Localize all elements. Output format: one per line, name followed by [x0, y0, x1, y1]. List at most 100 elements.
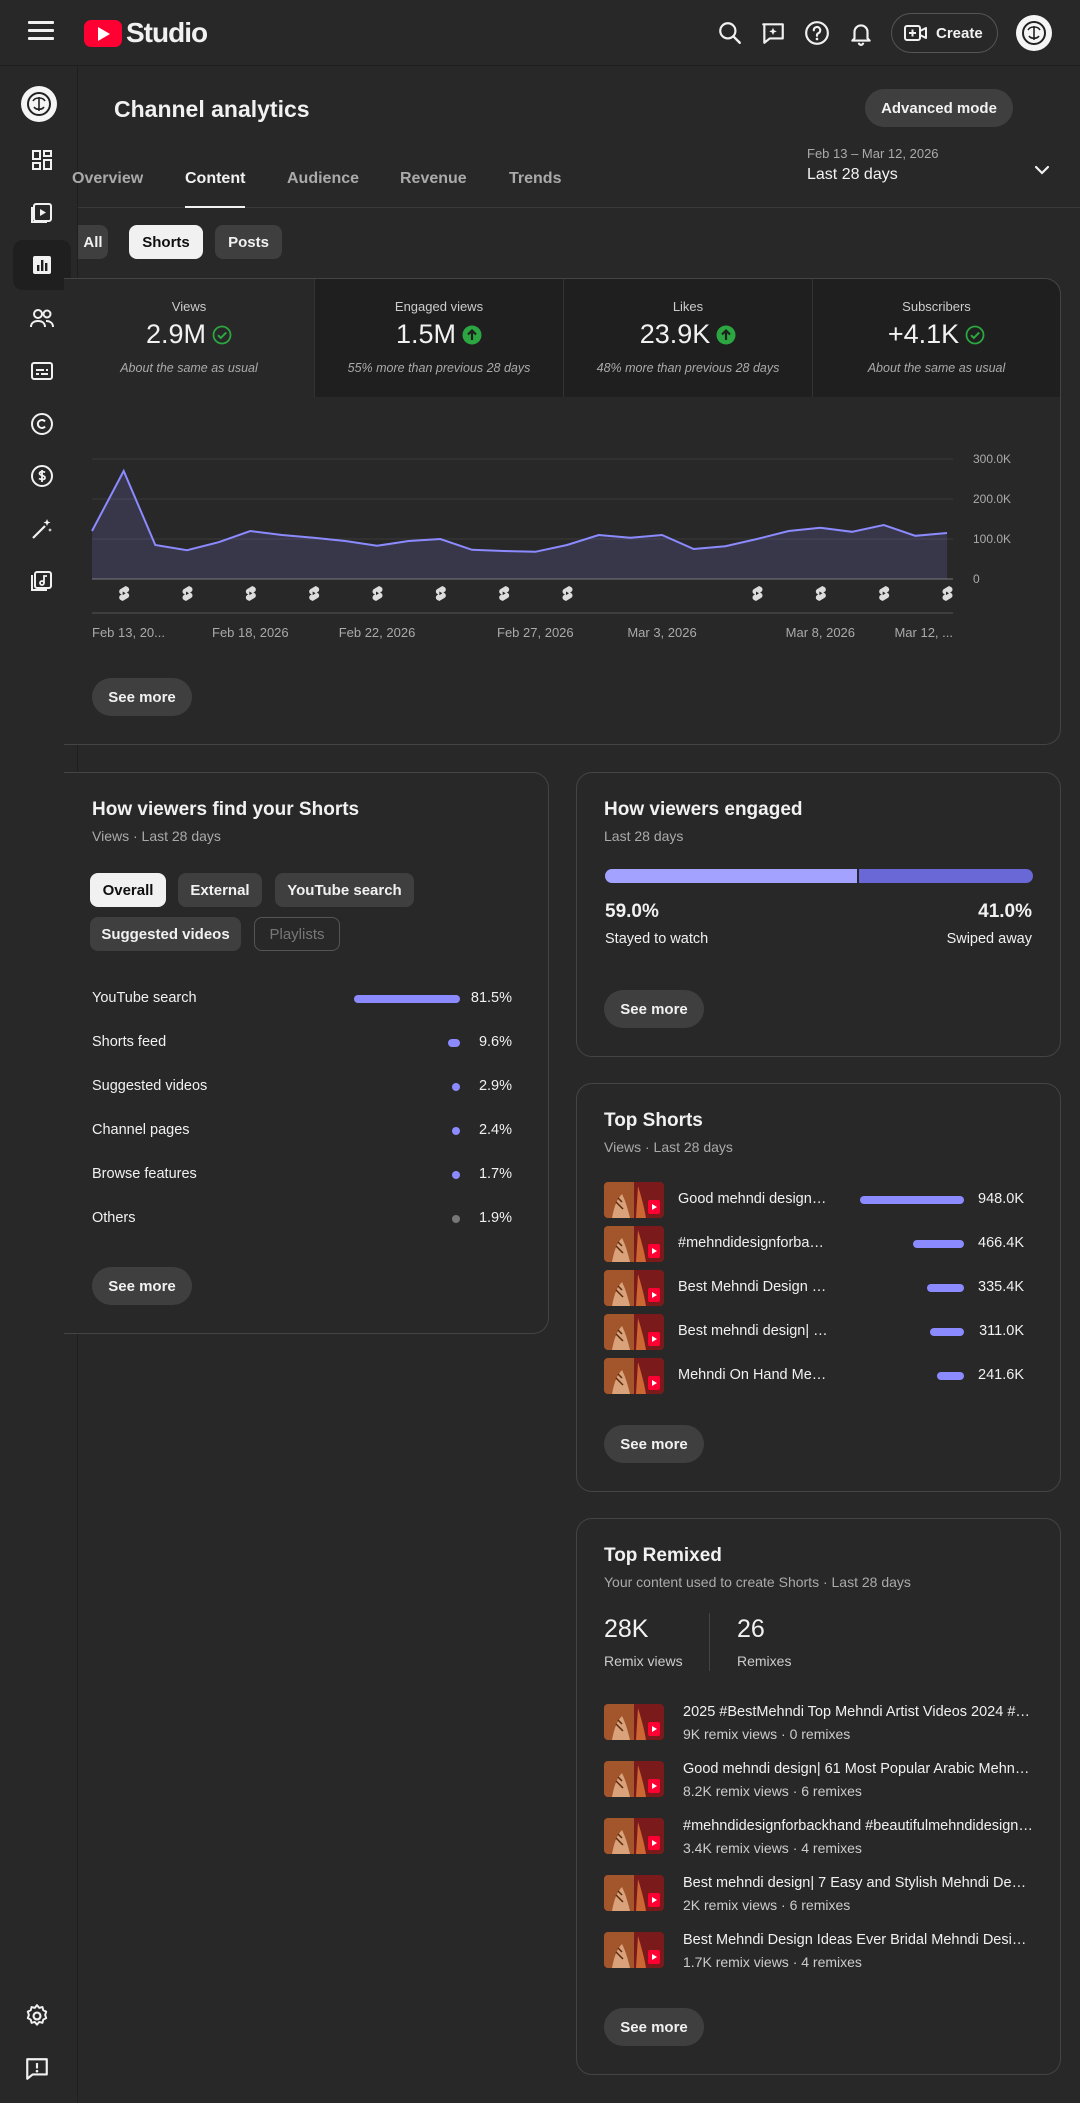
see-more-button[interactable]: See more — [92, 1267, 192, 1305]
audio-library-icon — [31, 571, 52, 591]
shorts-upload-marker-icon[interactable] — [182, 586, 193, 601]
send-feedback-icon[interactable] — [24, 2056, 54, 2086]
shorts-upload-marker-icon[interactable] — [372, 586, 383, 601]
video-thumbnail[interactable] — [604, 1875, 664, 1911]
shorts-upload-marker-icon[interactable] — [499, 586, 510, 601]
account-avatar[interactable] — [1016, 15, 1052, 51]
shorts-upload-marker-icon[interactable] — [942, 586, 953, 601]
shorts-upload-marker-icon[interactable] — [245, 586, 256, 601]
sidebar-item-earn[interactable] — [13, 451, 71, 501]
channel-avatar[interactable] — [21, 86, 57, 122]
date-period-label[interactable]: Last 28 days — [807, 166, 898, 183]
chip-external[interactable]: External — [178, 873, 262, 907]
create-button[interactable]: Create — [891, 13, 998, 53]
video-thumbnail[interactable] — [604, 1182, 664, 1218]
tab-content[interactable]: Content — [185, 170, 246, 208]
short-title[interactable]: Good mehndi design| 61 Most Popular Arab… — [678, 1191, 828, 1207]
sidebar-item-subtitles[interactable] — [13, 346, 71, 396]
tab-overview[interactable]: Overview — [72, 170, 144, 187]
list-item[interactable]: 2025 #BestMehndi Top Mehndi Artist Video… — [604, 1704, 1034, 1748]
shorts-upload-marker-icon[interactable] — [752, 586, 763, 601]
menu-icon[interactable] — [28, 21, 54, 43]
chip-suggested-videos[interactable]: Suggested videos — [90, 917, 241, 951]
list-item[interactable]: YouTube search 81.5% — [92, 990, 512, 1006]
video-thumbnail[interactable] — [604, 1932, 664, 1968]
list-item[interactable]: Best mehndi design| 7 Easy and Stylish M… — [604, 1875, 1034, 1919]
views-series-line[interactable] — [91, 468, 948, 553]
advanced-mode-button[interactable]: Advanced mode — [865, 89, 1013, 127]
shorts-upload-marker-icon[interactable] — [309, 586, 320, 601]
chip-shorts[interactable]: Shorts — [129, 225, 203, 259]
shorts-upload-marker-icon[interactable] — [879, 586, 890, 601]
list-item[interactable]: Browse features 1.7% — [92, 1166, 512, 1182]
short-title[interactable]: Best mehndi design| 7 Easy and Stylish M… — [678, 1323, 828, 1339]
list-item[interactable]: Channel pages 2.4% — [92, 1122, 512, 1138]
shorts-upload-marker-icon[interactable] — [562, 586, 573, 601]
list-item[interactable]: #mehndidesignforbackhand #beautifulmehnd… — [604, 1818, 1034, 1862]
sidebar-item-content[interactable] — [13, 187, 71, 237]
chip-all[interactable]: All — [78, 225, 108, 259]
remix-title[interactable]: 2025 #BestMehndi Top Mehndi Artist Video… — [683, 1704, 1033, 1720]
tab-audience[interactable]: Audience — [287, 170, 360, 187]
list-item[interactable]: Best mehndi design| 7 Easy and Stylish M… — [604, 1314, 1024, 1350]
video-thumbnail[interactable] — [604, 1761, 664, 1797]
remix-title[interactable]: Best mehndi design| 7 Easy and Stylish M… — [683, 1875, 1033, 1891]
see-more-button[interactable]: See more — [604, 2008, 704, 2046]
metric-likes[interactable]: Likes 23.9K 48% more than previous 28 da… — [563, 279, 812, 397]
sidebar-item-community[interactable] — [13, 293, 71, 343]
studio-logo[interactable]: Studio — [84, 16, 208, 50]
list-item[interactable]: Best Mehndi Design Ideas Ever Bridal Meh… — [604, 1932, 1034, 1976]
video-thumbnail[interactable] — [604, 1270, 664, 1306]
shorts-upload-marker-icon[interactable] — [435, 586, 446, 601]
list-item[interactable]: Good mehndi design| 61 Most Popular Arab… — [604, 1761, 1034, 1805]
settings-gear-icon[interactable] — [24, 2003, 54, 2033]
remix-meta: 8.2K remix views · 6 remixes — [683, 1783, 862, 1799]
chip-youtube-search[interactable]: YouTube search — [275, 873, 414, 907]
remix-title[interactable]: Good mehndi design| 61 Most Popular Arab… — [683, 1761, 1033, 1777]
shorts-upload-marker-icon[interactable] — [119, 586, 130, 601]
notifications-bell-icon[interactable] — [846, 18, 876, 48]
short-title[interactable]: Mehndi On Hand Mehndi Design — [678, 1367, 828, 1383]
see-more-button[interactable]: See more — [92, 678, 192, 716]
sidebar-item-dashboard[interactable] — [13, 135, 71, 185]
video-thumbnail[interactable] — [604, 1226, 664, 1262]
video-thumbnail[interactable] — [604, 1358, 664, 1394]
remix-title[interactable]: Best Mehndi Design Ideas Ever Bridal Meh… — [683, 1932, 1033, 1948]
feedback-sparkle-icon[interactable] — [758, 18, 788, 48]
engagement-split-bar[interactable] — [605, 869, 1033, 883]
list-item[interactable]: Suggested videos 2.9% — [92, 1078, 512, 1094]
chip-posts[interactable]: Posts — [215, 225, 282, 259]
views-trend-chart[interactable]: 300.0K 200.0K 100.0K 0 Feb 13, 20... Feb 18, … — [64, 419, 1024, 659]
sidebar-item-analytics[interactable] — [13, 240, 71, 290]
list-item[interactable]: #mehndidesignforbackhand #beautifulmehnd… — [604, 1226, 1024, 1262]
chip-overall[interactable]: Overall — [90, 873, 166, 907]
views-value: 466.4K — [978, 1235, 1024, 1251]
remix-title[interactable]: #mehndidesignforbackhand #beautifulmehnd… — [683, 1818, 1033, 1834]
metric-views[interactable]: Views 2.9M About the same as usual — [64, 279, 314, 397]
date-range[interactable]: Feb 13 – Mar 12, 2026 — [807, 146, 939, 161]
search-icon[interactable] — [715, 18, 745, 48]
short-title[interactable]: #mehndidesignforbackhand #beautifulmehnd… — [678, 1235, 828, 1251]
metric-subscribers[interactable]: Subscribers +4.1K About the same as usua… — [812, 279, 1060, 397]
shorts-upload-marker-icon[interactable] — [815, 586, 826, 601]
list-item[interactable]: Best Mehndi Design Ideas Ever Bridal Meh… — [604, 1270, 1024, 1306]
sidebar-item-audio-library[interactable] — [13, 556, 71, 606]
video-thumbnail[interactable] — [604, 1704, 664, 1740]
sidebar-item-customization[interactable] — [13, 504, 71, 554]
tab-revenue[interactable]: Revenue — [400, 170, 467, 187]
metric-engaged-views[interactable]: Engaged views 1.5M 55% more than previou… — [314, 279, 563, 397]
tab-trends[interactable]: Trends — [509, 170, 562, 187]
short-title[interactable]: Best Mehndi Design Ideas Ever Bridal Meh… — [678, 1279, 828, 1295]
video-thumbnail[interactable] — [604, 1314, 664, 1350]
list-item[interactable]: Good mehndi design| 61 Most Popular Arab… — [604, 1182, 1024, 1218]
list-item[interactable]: Others 1.9% — [92, 1210, 512, 1226]
sidebar-item-copyright[interactable] — [13, 399, 71, 449]
chevron-down-icon[interactable] — [1030, 158, 1054, 187]
video-thumbnail[interactable] — [604, 1818, 664, 1854]
see-more-button[interactable]: See more — [604, 1425, 704, 1463]
add-video-icon — [904, 25, 927, 41]
list-item[interactable]: Mehndi On Hand Mehndi Design 241.6K — [604, 1358, 1024, 1394]
help-icon[interactable] — [802, 18, 832, 48]
list-item[interactable]: Shorts feed 9.6% — [92, 1034, 512, 1050]
see-more-button[interactable]: See more — [604, 990, 704, 1028]
